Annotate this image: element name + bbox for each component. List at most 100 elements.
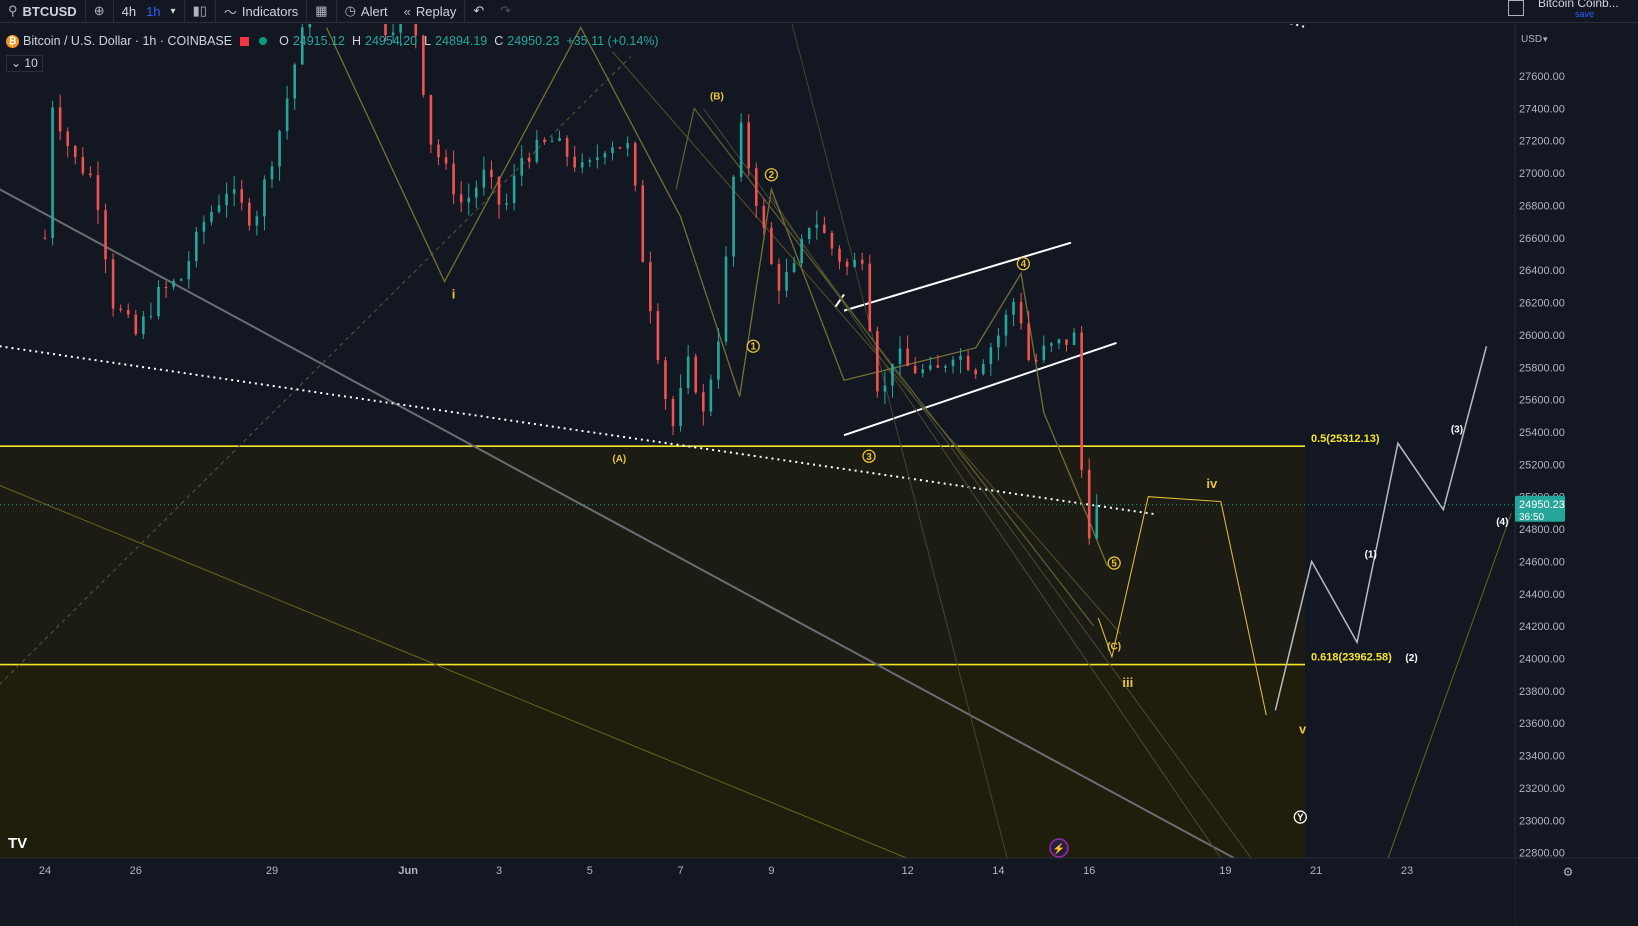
y-tick-label: 24000.00 [1519, 654, 1565, 666]
candle-body [883, 385, 887, 392]
wave-label: 2 [769, 170, 775, 181]
wave-label: 5 [1111, 559, 1117, 570]
price-axis-bg [1515, 24, 1638, 926]
redo-icon: ↷ [500, 3, 512, 18]
change-value: +35.11 (+0.14%) [566, 34, 659, 48]
interval-4h[interactable]: 4h [121, 3, 137, 19]
grid-icon: ▦ [315, 3, 328, 18]
candle-body [399, 24, 402, 33]
x-tick-label: 9 [768, 865, 774, 877]
candle-body [1080, 332, 1083, 470]
projection-label: (1) [1365, 549, 1377, 560]
candle-body [248, 202, 251, 226]
candle-body [467, 197, 471, 203]
candle-body [838, 248, 841, 262]
fib-label-0: 0.5(25312.13) [1311, 433, 1380, 445]
candle-body [391, 32, 395, 36]
lightning-glyph: ⚡ [1053, 842, 1065, 855]
wave-label-circle [1016, 257, 1031, 271]
candle-body [232, 189, 236, 194]
candle-body [202, 221, 206, 232]
replay-label: Replay [415, 3, 457, 19]
y-tick-label: 27200.00 [1519, 136, 1565, 148]
save-status[interactable]: save [1575, 9, 1595, 19]
candle-body [89, 173, 92, 176]
tradingview-logo-icon: TV [8, 835, 27, 852]
candle-body [1095, 504, 1099, 539]
candle-body [944, 366, 947, 368]
candle-body [111, 259, 115, 309]
candle-body [1057, 339, 1061, 344]
symbol-title[interactable]: Bitcoin / U.S. Dollar · 1h · COINBASE [23, 34, 233, 48]
candle-body [104, 210, 107, 260]
undo-button[interactable]: ↶ [465, 0, 492, 22]
wave-label: i [452, 286, 456, 301]
templates-button[interactable]: ▦ [307, 0, 337, 22]
fan-line-2 [612, 51, 1122, 635]
candle-body [293, 64, 296, 99]
x-tick-label: 3 [496, 865, 502, 877]
candle-body [959, 355, 962, 360]
candle-body [891, 363, 894, 386]
indicators-button[interactable]: 〜 Indicators [216, 0, 308, 22]
symbol-search-button[interactable]: ⚲ BTCUSD [0, 0, 86, 22]
candle-body [550, 140, 554, 142]
replay-button[interactable]: « Replay [396, 0, 466, 22]
candle-body [951, 359, 955, 367]
interval-1h[interactable]: 1h [146, 3, 161, 19]
candle-body [1087, 469, 1091, 539]
candle-body [187, 261, 191, 280]
candle-body [913, 365, 917, 374]
price-chart[interactable]: iii(B)21(A)345(C)iiiivvY(1)(2)(3)(4)(5)0… [0, 23, 1638, 926]
channel-upper-line [843, 241, 1072, 312]
volume-collapsed-toggle[interactable]: ⌄ 10 [6, 55, 43, 72]
trendline-grey-main [0, 188, 1237, 858]
candle-body [611, 147, 614, 154]
candle-body [482, 169, 486, 188]
candle-body [1042, 345, 1046, 361]
redo-button[interactable]: ↷ [492, 0, 519, 22]
alert-label: Alert [360, 3, 388, 19]
layout-title[interactable]: Bitcoin Coinb... [1538, 0, 1619, 10]
y-tick-label: 23400.00 [1519, 751, 1565, 763]
compare-button[interactable]: ⊕ [86, 0, 114, 22]
candle-body [974, 369, 977, 375]
candle-body [807, 227, 811, 240]
candle-body [505, 203, 508, 205]
lightning-icon [1049, 838, 1069, 858]
projection-label: (2) [1405, 653, 1417, 664]
open-label: O [279, 34, 289, 48]
y-tick-label: 27600.00 [1519, 71, 1565, 83]
wave-label: iii [1122, 675, 1133, 690]
candle-body [709, 379, 713, 412]
x-tick-label: 12 [901, 865, 913, 877]
candle-body [845, 261, 849, 267]
candle-body [1027, 323, 1030, 360]
chart-type-button[interactable]: ▮▯ [185, 0, 216, 22]
layout-checkbox[interactable] [1508, 0, 1524, 16]
trendline-olive-lower [0, 484, 908, 858]
candle-body [1004, 314, 1008, 336]
chevron-down-icon[interactable]: ▾ [170, 5, 176, 17]
bitcoin-icon: ₿ [6, 34, 19, 48]
candle-body [739, 122, 743, 177]
x-tick-label: 7 [678, 865, 684, 877]
y-tick-label: 25600.00 [1519, 395, 1565, 407]
indicators-label: Indicators [241, 3, 299, 19]
candle-body [1019, 301, 1023, 324]
wave-label-circle [764, 168, 779, 182]
realtime-status-icon [259, 37, 268, 45]
candle-body [1012, 301, 1015, 315]
fan-line-3 [791, 24, 1008, 858]
candle-body [762, 206, 766, 228]
candle-body [1050, 343, 1053, 346]
candle-body [702, 392, 705, 412]
candle-body [210, 211, 213, 222]
y-tick-label: 24600.00 [1519, 556, 1565, 568]
alert-button[interactable]: ◷ Alert [337, 0, 396, 22]
y-tick-label: 26800.00 [1519, 200, 1565, 212]
y-tick-label: 27400.00 [1519, 103, 1565, 115]
candle-body [671, 399, 675, 427]
candle-body [58, 107, 62, 132]
candle-body [490, 169, 493, 178]
